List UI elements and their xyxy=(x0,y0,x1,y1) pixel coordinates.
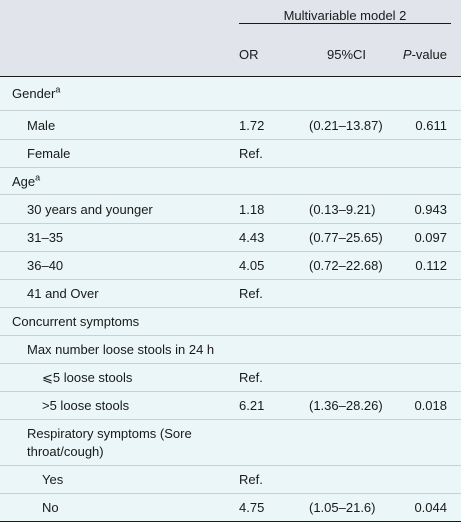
row-label: Male xyxy=(0,110,227,140)
table-row: 36–40 4.05 (0.72–22.68) 0.112 xyxy=(0,251,461,280)
row-or: 1.72 xyxy=(227,110,295,140)
header-row-columns: OR 95%CI P-value xyxy=(0,32,461,77)
row-label: Agea xyxy=(0,167,227,195)
row-ci xyxy=(295,76,395,111)
row-label: Gendera xyxy=(0,76,227,111)
row-or xyxy=(227,335,295,364)
row-p xyxy=(395,76,461,111)
row-label: 41 and Over xyxy=(0,279,227,308)
row-p: 0.018 xyxy=(395,391,461,420)
row-label: 36–40 xyxy=(0,251,227,280)
table-row: Max number loose stools in 24 h xyxy=(0,335,461,364)
row-label: Yes xyxy=(0,465,227,494)
row-ci: (0.13–9.21) xyxy=(295,194,395,224)
row-label: 31–35 xyxy=(0,223,227,252)
row-or: Ref. xyxy=(227,363,295,392)
row-ci xyxy=(295,167,395,195)
row-p xyxy=(395,335,461,364)
row-or: Ref. xyxy=(227,465,295,494)
row-or xyxy=(227,419,295,466)
row-label: Female xyxy=(0,139,227,168)
table-row: 31–35 4.43 (0.77–25.65) 0.097 xyxy=(0,223,461,252)
table-row: Respiratory symptoms (Sore throat/cough) xyxy=(0,419,461,466)
row-ci: (0.72–22.68) xyxy=(295,251,395,280)
row-ci: (0.21–13.87) xyxy=(295,110,395,140)
table-row: >5 loose stools 6.21 (1.36–28.26) 0.018 xyxy=(0,391,461,420)
row-label: >5 loose stools xyxy=(0,391,227,420)
row-ci: (0.77–25.65) xyxy=(295,223,395,252)
row-label: Concurrent symptoms xyxy=(0,307,227,336)
row-p xyxy=(395,139,461,168)
row-ci xyxy=(295,279,395,308)
row-p: 0.943 xyxy=(395,194,461,224)
header-p-suffix: -value xyxy=(411,46,447,62)
group-header-cell: Multivariable model 2 xyxy=(227,0,461,32)
footnote-marker: a xyxy=(55,84,61,95)
table-row: Concurrent symptoms xyxy=(0,307,461,336)
header-or: OR xyxy=(227,32,295,77)
row-or: 6.21 xyxy=(227,391,295,420)
row-or xyxy=(227,167,295,195)
row-or: 4.75 xyxy=(227,493,295,522)
header-variable-cell xyxy=(0,32,227,77)
row-label: No xyxy=(0,493,227,522)
row-ci: (1.36–28.26) xyxy=(295,391,395,420)
header-p-value: P-value xyxy=(395,32,461,77)
table-row: No 4.75 (1.05–21.6) 0.044 xyxy=(0,493,461,522)
table-row: 30 years and younger 1.18 (0.13–9.21) 0.… xyxy=(0,194,461,224)
row-p xyxy=(395,363,461,392)
row-ci xyxy=(295,307,395,336)
row-p xyxy=(395,167,461,195)
row-label: 30 years and younger xyxy=(0,194,227,224)
row-p: 0.044 xyxy=(395,493,461,522)
row-ci xyxy=(295,139,395,168)
row-or: 1.18 xyxy=(227,194,295,224)
row-p xyxy=(395,307,461,336)
row-or: Ref. xyxy=(227,139,295,168)
footnote-marker: a xyxy=(35,172,41,183)
row-or: Ref. xyxy=(227,279,295,308)
header-p-italic: P xyxy=(402,46,412,62)
row-p xyxy=(395,279,461,308)
row-p: 0.112 xyxy=(395,251,461,280)
row-ci xyxy=(295,419,395,466)
row-ci xyxy=(295,363,395,392)
row-label: Max number loose stools in 24 h xyxy=(0,335,227,364)
table-row: ⩽5 loose stools Ref. xyxy=(0,363,461,392)
row-or: 4.05 xyxy=(227,251,295,280)
row-p xyxy=(395,419,461,466)
row-p: 0.097 xyxy=(395,223,461,252)
table-row: Female Ref. xyxy=(0,139,461,168)
row-or xyxy=(227,76,295,111)
header-empty-cell xyxy=(0,0,227,32)
row-or: 4.43 xyxy=(227,223,295,252)
row-p: 0.611 xyxy=(395,110,461,140)
row-label: Respiratory symptoms (Sore throat/cough) xyxy=(0,419,227,466)
row-p xyxy=(395,465,461,494)
table-row: Male 1.72 (0.21–13.87) 0.611 xyxy=(0,110,461,140)
table-row: 41 and Over Ref. xyxy=(0,279,461,308)
header-ci: 95%CI xyxy=(295,32,395,77)
group-header-label: Multivariable model 2 xyxy=(239,8,451,24)
table-row: Gendera xyxy=(0,76,461,111)
row-label: ⩽5 loose stools xyxy=(0,363,227,392)
table-row: Yes Ref. xyxy=(0,465,461,494)
row-or xyxy=(227,307,295,336)
row-ci xyxy=(295,465,395,494)
table-row: Agea xyxy=(0,167,461,195)
row-ci xyxy=(295,335,395,364)
row-ci: (1.05–21.6) xyxy=(295,493,395,522)
header-row-group: Multivariable model 2 xyxy=(0,0,461,32)
